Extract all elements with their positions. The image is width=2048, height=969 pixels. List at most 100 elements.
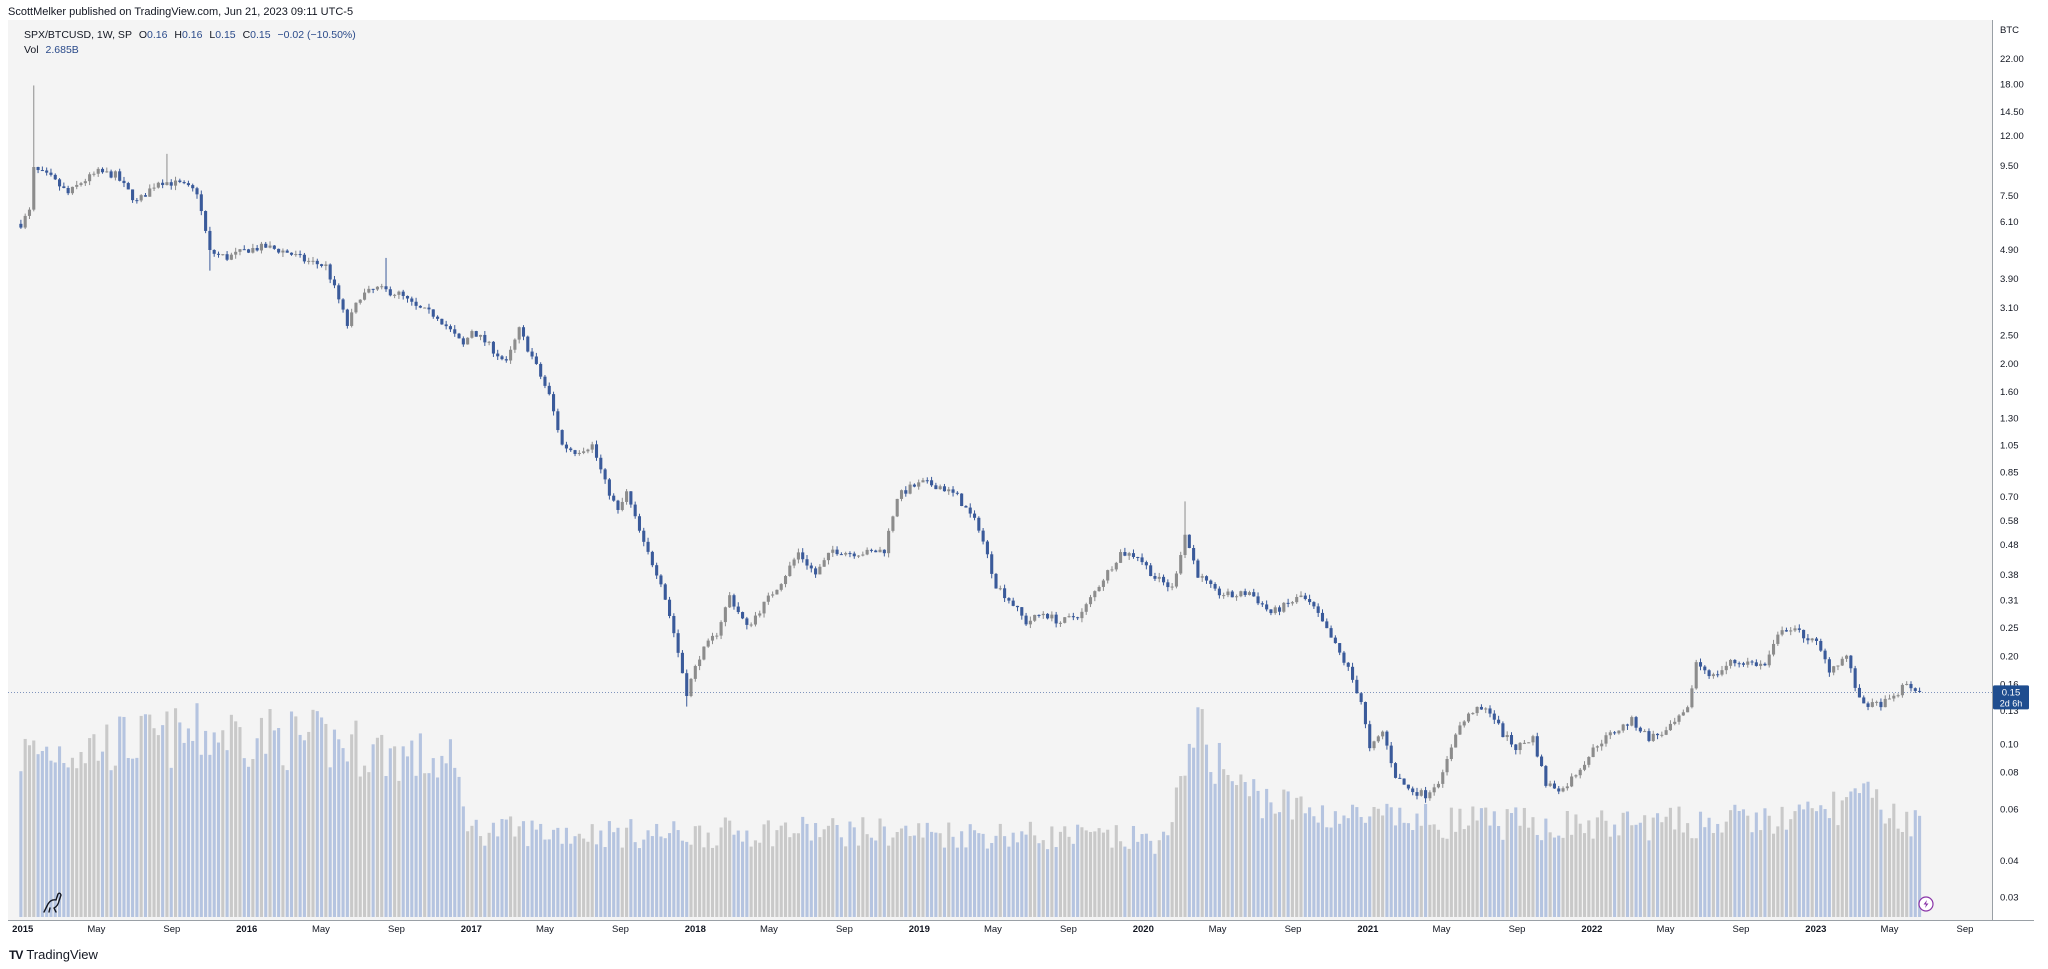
volume-bar xyxy=(1235,785,1239,917)
volume-bar xyxy=(1140,834,1144,917)
volume-bar xyxy=(281,765,285,917)
volume-bar xyxy=(1037,843,1041,917)
volume-bar xyxy=(848,821,852,917)
volume-bar xyxy=(423,773,427,917)
volume-bar xyxy=(173,708,178,917)
volume-bar xyxy=(1239,774,1243,917)
candle-body xyxy=(1316,606,1320,613)
volume-bar xyxy=(371,744,375,917)
volume-bar xyxy=(655,823,659,917)
candle-body xyxy=(1737,663,1741,665)
volume-bar xyxy=(1638,822,1642,917)
candle-body xyxy=(1840,658,1844,666)
candle-body xyxy=(1664,730,1668,735)
candle-body xyxy=(1535,736,1539,757)
volume-bar xyxy=(1918,815,1922,917)
volume-bar xyxy=(1540,840,1544,917)
candle-body xyxy=(904,490,908,494)
candle-body xyxy=(1479,706,1483,710)
volume-bar xyxy=(1419,825,1423,917)
candle-body xyxy=(676,633,680,653)
volume-bar xyxy=(320,717,324,917)
candle-body xyxy=(354,302,358,313)
volume-bar xyxy=(405,756,410,917)
volume-bar xyxy=(1127,848,1131,917)
tradingview-logo[interactable]: TV TradingView xyxy=(9,947,98,962)
candle-body xyxy=(1449,747,1453,759)
candle-body xyxy=(728,595,732,608)
candle-body xyxy=(1544,766,1548,786)
candle-body xyxy=(1578,769,1582,776)
candle-body xyxy=(1432,787,1436,793)
candle-body xyxy=(1209,580,1213,585)
volume-bar xyxy=(1832,791,1836,917)
candle-body xyxy=(1819,640,1823,651)
volume-bar xyxy=(1501,839,1505,917)
volume-bar xyxy=(1192,747,1196,917)
candle-body xyxy=(1084,604,1088,612)
x-tick-label: May xyxy=(1657,924,1675,935)
candle-body xyxy=(1527,742,1531,744)
volume-bar xyxy=(719,827,723,917)
volume-bar xyxy=(1071,843,1075,917)
volume-bar xyxy=(1428,824,1432,917)
dino-icon xyxy=(43,892,62,913)
volume-bar xyxy=(577,833,581,917)
volume-bar xyxy=(955,847,959,917)
candle-body xyxy=(1582,764,1587,770)
volume-bar xyxy=(517,826,521,917)
candle-body xyxy=(259,243,263,251)
candle-body xyxy=(32,167,36,210)
volume-bar xyxy=(156,735,160,917)
volume-bar xyxy=(1784,829,1788,917)
volume-bar xyxy=(345,761,349,917)
volume-bar xyxy=(1243,782,1247,917)
volume-bar xyxy=(1720,832,1724,917)
candle-body xyxy=(710,635,715,641)
volume-bar xyxy=(698,825,702,917)
candle-body xyxy=(62,186,66,189)
candle-body xyxy=(302,254,306,262)
candle-body xyxy=(1892,695,1896,699)
volume-bar xyxy=(689,844,693,917)
x-tick-label: May xyxy=(87,924,105,935)
volume-bar xyxy=(1097,828,1101,917)
volume-bar xyxy=(362,765,367,917)
candle-body xyxy=(1458,725,1462,735)
volume-bar xyxy=(491,822,495,917)
x-tick-label: Sep xyxy=(1509,924,1526,935)
candle-body xyxy=(242,249,246,251)
volume-bar xyxy=(1845,797,1849,917)
candle-body xyxy=(1398,777,1402,779)
candle-body xyxy=(1368,724,1372,749)
legend-open: O0.16 xyxy=(138,29,168,41)
volume-bar xyxy=(947,822,951,917)
volume-bar xyxy=(135,757,139,917)
volume-bar xyxy=(895,832,899,917)
volume-bar xyxy=(1733,804,1737,917)
volume-bar xyxy=(938,833,942,917)
candle-body xyxy=(1595,746,1599,748)
volume-bar xyxy=(869,837,873,917)
candle-body xyxy=(1505,735,1509,738)
candle-body xyxy=(70,186,74,194)
volume-bar xyxy=(1729,810,1733,917)
y-tick-label: 0.38 xyxy=(2000,570,2019,581)
candle-body xyxy=(311,260,315,262)
volume-bar xyxy=(1393,825,1398,917)
y-tick-label: 0.20 xyxy=(2000,651,2019,662)
volume-bar xyxy=(178,722,182,917)
volume-bar xyxy=(1660,822,1664,917)
candle-body xyxy=(1295,596,1299,603)
volume-bar xyxy=(607,821,611,917)
chart-canvas[interactable]: BTC 22.00 18.00 14.50 12.00 9.50 7.50 6.10 4.90 3… xyxy=(8,20,2034,940)
volume-bar xyxy=(1591,838,1595,917)
volume-bar xyxy=(1441,837,1445,917)
legend-high: H0.16 xyxy=(174,29,203,41)
candle-body xyxy=(719,622,723,636)
candle-body xyxy=(23,215,27,228)
volume-bar xyxy=(1694,838,1698,917)
candle-body xyxy=(491,341,495,354)
volume-bar xyxy=(1385,803,1389,917)
candle-body xyxy=(1793,628,1797,631)
